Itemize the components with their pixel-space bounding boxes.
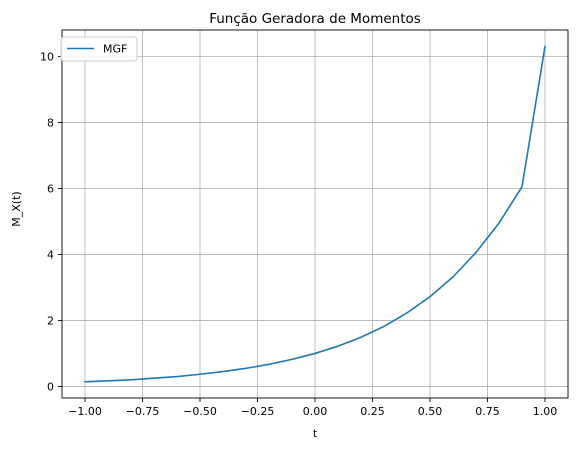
x-tick-label-6: 0.50 bbox=[418, 405, 443, 418]
grid-layer bbox=[62, 30, 568, 398]
legend-label-mgf: MGF bbox=[103, 43, 127, 56]
y-tick-label-5: 10 bbox=[40, 50, 54, 63]
legend: MGF bbox=[60, 36, 138, 62]
x-tick-label-3: −0.25 bbox=[241, 405, 275, 418]
x-tick-label-4: 0.00 bbox=[303, 405, 328, 418]
y-tick-label-2: 4 bbox=[47, 248, 54, 261]
legend-frame bbox=[60, 36, 138, 62]
x-tick-label-5: 0.25 bbox=[360, 405, 385, 418]
ticks-layer: −1.00 −0.75 −0.50 −0.25 0.00 0.25 0.50 0.75 1.00… bbox=[40, 50, 557, 418]
x-axis-label: t bbox=[313, 427, 318, 440]
y-tick-label-3: 6 bbox=[47, 182, 54, 195]
y-tick-label-0: 0 bbox=[47, 380, 54, 393]
x-tick-label-0: −1.00 bbox=[68, 405, 102, 418]
y-tick-label-4: 8 bbox=[47, 116, 54, 129]
chart-title: Função Geradora de Momentos bbox=[209, 11, 421, 27]
series-layer bbox=[84, 45, 546, 383]
x-tick-label-8: 1.00 bbox=[533, 405, 558, 418]
x-tick-label-1: −0.75 bbox=[126, 405, 160, 418]
series-line-0 bbox=[84, 45, 546, 383]
x-tick-label-7: 0.75 bbox=[475, 405, 500, 418]
y-tick-label-1: 2 bbox=[47, 314, 54, 327]
y-axis-label: M_X(t) bbox=[10, 191, 23, 226]
x-tick-label-2: −0.50 bbox=[183, 405, 217, 418]
